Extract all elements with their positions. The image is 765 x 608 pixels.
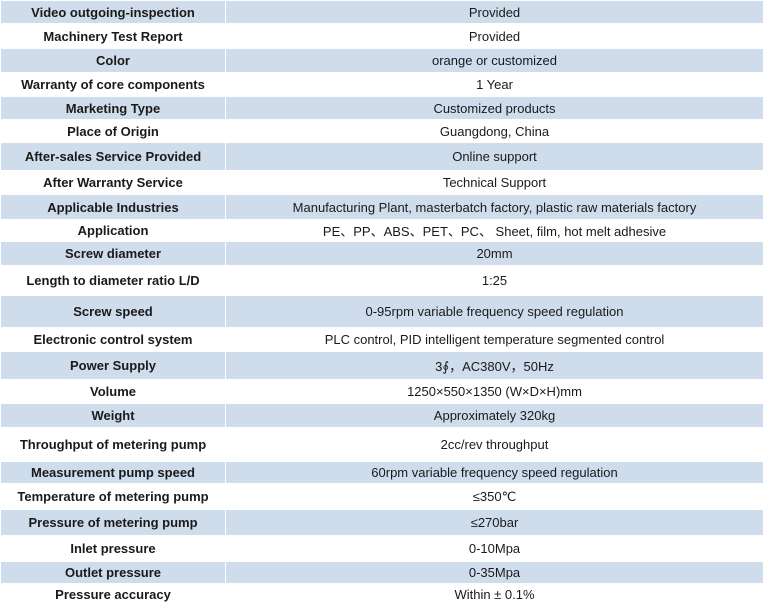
table-row: Marketing Type Customized products (0, 96, 764, 120)
row-label: Length to diameter ratio L/D (0, 265, 226, 296)
table-row: Color orange or customized (0, 48, 764, 73)
row-label: Marketing Type (0, 96, 226, 120)
row-value: 2cc/rev throughput (225, 427, 764, 462)
row-label: Screw diameter (0, 241, 226, 266)
table-row: Outlet pressure 0-35Mpa (0, 561, 764, 584)
row-value: Online support (225, 142, 764, 171)
row-label: Inlet pressure (0, 535, 226, 562)
row-value: ≤270bar (225, 509, 764, 536)
row-value: ≤350℃ (225, 483, 764, 510)
table-row: Applicable Industries Manufacturing Plan… (0, 194, 764, 220)
row-label: Applicable Industries (0, 194, 226, 220)
table-row: After Warranty Service Technical Support (0, 170, 764, 195)
table-row: Length to diameter ratio L/D 1:25 (0, 265, 764, 296)
table-row: Electronic control system PLC control, P… (0, 327, 764, 352)
row-label: Pressure accuracy (0, 583, 226, 606)
row-value: 0-95rpm variable frequency speed regulat… (225, 295, 764, 328)
row-value: 60rpm variable frequency speed regulatio… (225, 461, 764, 484)
row-label: Pressure of metering pump (0, 509, 226, 536)
row-value: 0-35Mpa (225, 561, 764, 584)
table-row: Warranty of core components 1 Year (0, 72, 764, 97)
row-label: Electronic control system (0, 327, 226, 352)
table-row: Screw speed 0-95rpm variable frequency s… (0, 295, 764, 328)
table-row: Temperature of metering pump ≤350℃ (0, 483, 764, 510)
row-value: Approximately 320kg (225, 403, 764, 428)
row-label: Throughput of metering pump (0, 427, 226, 462)
row-value: orange or customized (225, 48, 764, 73)
table-row: Place of Origin Guangdong, China (0, 119, 764, 143)
row-value: PLC control, PID intelligent temperature… (225, 327, 764, 352)
table-row: After-sales Service Provided Online supp… (0, 142, 764, 171)
row-value: Technical Support (225, 170, 764, 195)
row-label: Screw speed (0, 295, 226, 328)
row-value: 3∮，AC380V，50Hz (225, 351, 764, 380)
row-label: Color (0, 48, 226, 73)
row-label: Measurement pump speed (0, 461, 226, 484)
table-row: Throughput of metering pump 2cc/rev thro… (0, 427, 764, 462)
table-row: Application PE、PP、ABS、PET、PC、 Sheet, fil… (0, 219, 764, 242)
row-label: Power Supply (0, 351, 226, 380)
row-value: Manufacturing Plant, masterbatch factory… (225, 194, 764, 220)
table-row: Power Supply 3∮，AC380V，50Hz (0, 351, 764, 380)
table-row: Pressure of metering pump ≤270bar (0, 509, 764, 536)
table-row: Volume 1250×550×1350 (W×D×H)mm (0, 379, 764, 404)
row-label: Volume (0, 379, 226, 404)
row-label: Weight (0, 403, 226, 428)
row-value: Customized products (225, 96, 764, 120)
table-row: Video outgoing-inspection Provided (0, 0, 764, 24)
row-label: After Warranty Service (0, 170, 226, 195)
table-row: Measurement pump speed 60rpm variable fr… (0, 461, 764, 484)
row-value: PE、PP、ABS、PET、PC、 Sheet, film, hot melt … (225, 219, 764, 242)
row-label: Outlet pressure (0, 561, 226, 584)
row-value: 1:25 (225, 265, 764, 296)
row-label: Machinery Test Report (0, 23, 226, 49)
row-value: 1250×550×1350 (W×D×H)mm (225, 379, 764, 404)
table-row: Pressure accuracy Within ± 0.1% (0, 583, 764, 606)
table-row: Machinery Test Report Provided (0, 23, 764, 49)
row-label: Place of Origin (0, 119, 226, 143)
row-label: Temperature of metering pump (0, 483, 226, 510)
row-value: Provided (225, 23, 764, 49)
table-row: Weight Approximately 320kg (0, 403, 764, 428)
row-value: 1 Year (225, 72, 764, 97)
row-label: After-sales Service Provided (0, 142, 226, 171)
row-label: Application (0, 219, 226, 242)
row-value: Guangdong, China (225, 119, 764, 143)
table-row: Screw diameter 20mm (0, 241, 764, 266)
row-value: 0-10Mpa (225, 535, 764, 562)
row-label: Warranty of core components (0, 72, 226, 97)
row-value: 20mm (225, 241, 764, 266)
row-value: Within ± 0.1% (225, 583, 764, 606)
row-value: Provided (225, 0, 764, 24)
row-label: Video outgoing-inspection (0, 0, 226, 24)
table-row: Inlet pressure 0-10Mpa (0, 535, 764, 562)
